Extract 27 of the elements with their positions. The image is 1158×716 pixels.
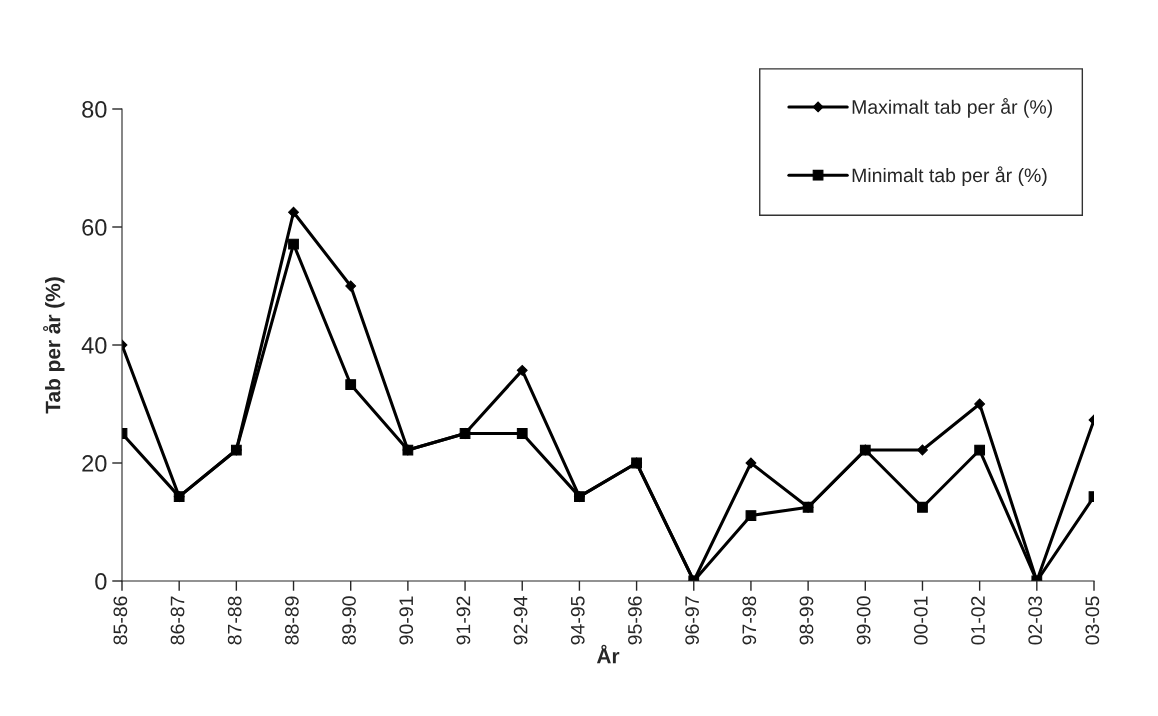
x-tick-label: 02-03	[1028, 596, 1043, 645]
y-axis-title: Tab per år (%)	[43, 277, 65, 414]
legend-label: Maximalt tab per år (%)	[852, 98, 1052, 118]
y-tick-label: 20	[82, 455, 107, 472]
x-tick-label: 95-96	[628, 596, 642, 645]
x-tick-label: 92-94	[513, 596, 528, 645]
x-tick-label: 88-89	[284, 596, 299, 645]
y-tick-label: 60	[82, 219, 107, 236]
x-tick-label: 90-91	[399, 596, 414, 645]
legend-label: Minimalt tab per år (%)	[852, 166, 1047, 187]
x-tick-label: 00-01	[913, 596, 928, 645]
x-tick-label: 87-88	[227, 596, 242, 645]
x-tick-label: 03-05	[1085, 596, 1100, 645]
x-tick-label: 99-00	[856, 596, 871, 645]
x-tick-label: 89-90	[342, 596, 356, 645]
y-tick-label: 40	[81, 337, 107, 354]
y-tick-label: 0	[95, 573, 107, 590]
x-axis-title: År	[596, 644, 620, 664]
x-tick-label: 91-92	[456, 596, 471, 645]
x-tick-label: 94-95	[570, 596, 585, 645]
x-tick-label: 98-99	[799, 596, 814, 645]
x-tick-label: 96-97	[685, 596, 699, 645]
x-tick-label: 01-02	[971, 596, 985, 645]
y-tick-label: 80	[82, 101, 107, 118]
x-tick-label: 97-98	[742, 596, 757, 645]
x-tick-label: 86-87	[170, 596, 185, 645]
x-tick-label: 85-86	[113, 596, 128, 645]
